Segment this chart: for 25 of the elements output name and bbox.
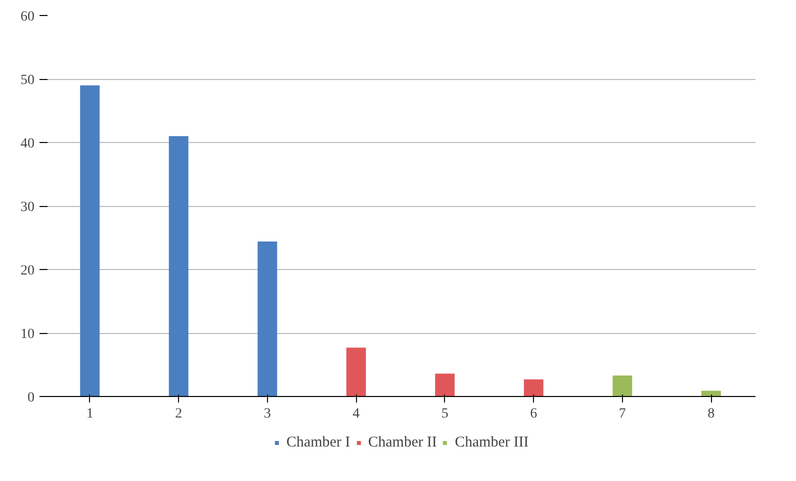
y-tick-label: 60: [20, 10, 34, 24]
legend-label: Chamber II: [368, 434, 437, 451]
y-tick-label: 30: [20, 200, 34, 215]
x-tick-label: 4: [352, 406, 360, 422]
bar: [346, 348, 366, 396]
y-tick-label: 40: [20, 136, 34, 152]
x-tick-label: 6: [530, 406, 538, 422]
y-tick-label: 20: [20, 264, 34, 278]
x-tick-label: 1: [86, 406, 94, 422]
y-tick-label: 10: [20, 327, 34, 342]
y-tick-label: 50: [20, 73, 34, 88]
x-tick-label: 2: [175, 406, 182, 422]
x-tick-label: 3: [264, 406, 271, 422]
x-tick-label: 5: [441, 406, 448, 422]
bar: [80, 85, 100, 396]
bar: [524, 379, 544, 396]
legend-label: Chamber I: [286, 434, 350, 451]
legend-label: Chamber III: [454, 434, 529, 451]
y-tick-label: 0: [28, 390, 34, 406]
bar: [612, 376, 632, 396]
bar: [258, 242, 278, 396]
bar: [168, 136, 188, 396]
bar: [435, 374, 455, 396]
x-tick-label: 7: [618, 406, 626, 422]
x-tick-label: 8: [708, 406, 715, 422]
